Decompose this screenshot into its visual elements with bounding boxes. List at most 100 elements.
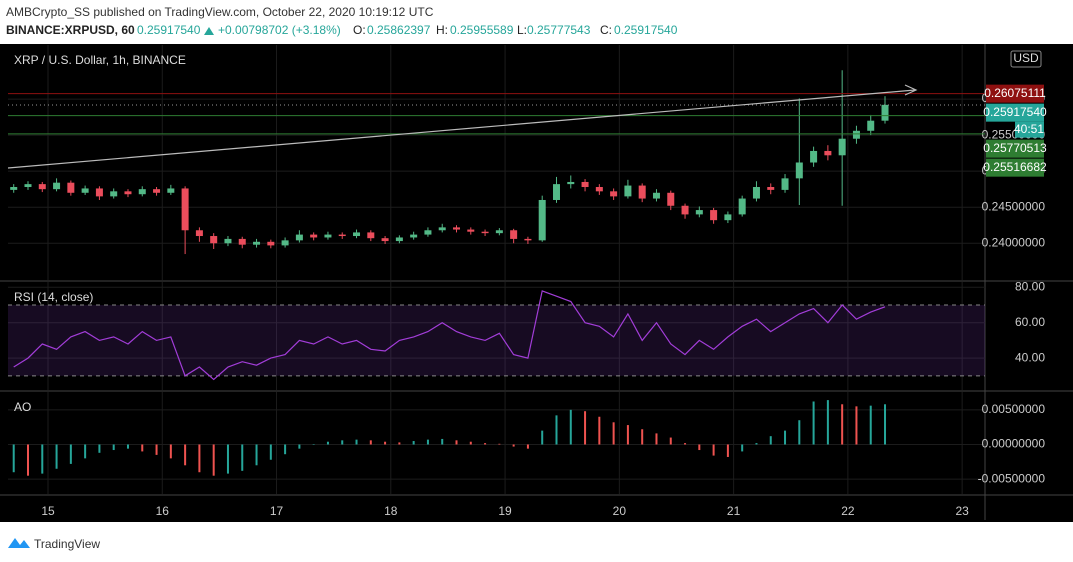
ao-bar bbox=[755, 443, 758, 445]
x-tick-label: 16 bbox=[156, 504, 170, 518]
ao-bar bbox=[669, 437, 672, 445]
candle-body bbox=[738, 198, 746, 215]
candle-body bbox=[324, 234, 332, 238]
price-label: 0.26075111 bbox=[984, 86, 1046, 100]
ao-bar bbox=[869, 405, 872, 445]
x-tick-label: 22 bbox=[841, 504, 855, 518]
ao-bar bbox=[269, 444, 272, 460]
x-tick-label: 17 bbox=[270, 504, 284, 518]
ao-bar bbox=[784, 430, 787, 445]
ohlc-key: H: bbox=[436, 23, 448, 37]
ao-bar bbox=[498, 443, 501, 445]
candle-body bbox=[767, 187, 775, 190]
ohlc-value: 0.25917540 bbox=[614, 23, 678, 37]
candle-body bbox=[510, 230, 518, 239]
x-tick-label: 21 bbox=[727, 504, 741, 518]
candle-body bbox=[781, 178, 789, 190]
ao-bar bbox=[369, 440, 372, 445]
candle-body bbox=[867, 120, 875, 131]
candle-body bbox=[524, 238, 532, 241]
price-label: 0.25917540 bbox=[983, 105, 1047, 119]
price-label-box bbox=[986, 84, 1044, 103]
candle-body bbox=[138, 189, 146, 195]
candle-body bbox=[53, 182, 61, 190]
ao-bar bbox=[655, 433, 658, 445]
candle-body bbox=[38, 184, 46, 190]
ao-bar bbox=[226, 444, 229, 474]
rsi-line bbox=[13, 290, 886, 381]
candle-body bbox=[681, 205, 689, 215]
logo bbox=[8, 538, 30, 548]
y-tick-label: 0.24000000 bbox=[982, 235, 1046, 249]
y-tick-label: 60.00 bbox=[1015, 315, 1045, 329]
countdown: 40:51 bbox=[1014, 122, 1044, 136]
candle-body bbox=[438, 227, 446, 231]
ao-bar bbox=[526, 444, 529, 449]
ao-bar bbox=[198, 444, 201, 473]
candle-body bbox=[153, 189, 161, 193]
candle-body bbox=[224, 238, 232, 244]
candle-body bbox=[610, 191, 618, 197]
ao-bar bbox=[384, 441, 387, 445]
panes: 15 16 17 18 19 20 21 22 23 0.24000000 0.24500000 0.… bbox=[0, 44, 1073, 520]
ao-bar bbox=[241, 444, 244, 471]
ao-bar bbox=[398, 442, 401, 445]
candle-body bbox=[195, 230, 203, 237]
ao-bar bbox=[255, 444, 258, 466]
y-tick-label: -0.00500000 bbox=[978, 471, 1046, 485]
x-tick-label: 19 bbox=[498, 504, 512, 518]
ao-bar bbox=[184, 444, 187, 466]
candle-body bbox=[752, 187, 760, 199]
candle-body bbox=[295, 234, 303, 241]
ao-bar bbox=[584, 411, 587, 445]
ao-bar bbox=[98, 444, 101, 453]
candle-body bbox=[824, 150, 832, 156]
price-label-box bbox=[986, 158, 1044, 177]
ao-bar bbox=[612, 422, 615, 445]
candle-body bbox=[567, 181, 575, 185]
ao-bar bbox=[841, 404, 844, 445]
candle-body bbox=[124, 191, 132, 195]
x-tick-label: 18 bbox=[384, 504, 398, 518]
ao-bar bbox=[726, 444, 729, 457]
candle-body bbox=[667, 192, 675, 206]
candle-body bbox=[210, 236, 218, 244]
ao-bar bbox=[641, 429, 644, 445]
candle-body bbox=[595, 187, 603, 192]
ao-bar bbox=[698, 444, 701, 451]
y-tick-label: 40.00 bbox=[1015, 350, 1045, 364]
ao-bar bbox=[541, 430, 544, 445]
ao-bar bbox=[712, 444, 715, 456]
candle-body bbox=[253, 241, 261, 245]
candle-body bbox=[453, 227, 461, 230]
candle-body bbox=[724, 214, 732, 221]
candle-body bbox=[552, 184, 560, 200]
ao-bar bbox=[284, 444, 287, 455]
ao-bar bbox=[84, 444, 87, 459]
candle-body bbox=[367, 232, 375, 239]
candle-body bbox=[638, 185, 646, 199]
candle-body bbox=[281, 240, 289, 246]
candle-body bbox=[395, 237, 403, 242]
pane-title: XRP / U.S. Dollar, 1h, BINANCE bbox=[14, 53, 186, 67]
price-label-box bbox=[986, 139, 1044, 158]
ao-bar bbox=[484, 443, 487, 445]
ao-bar bbox=[855, 406, 858, 445]
candle-body bbox=[310, 234, 318, 238]
ao-bar bbox=[884, 404, 887, 445]
ao-bar bbox=[569, 409, 572, 445]
ao-bar bbox=[312, 444, 315, 445]
candle-body bbox=[538, 199, 546, 241]
ohlc-key: C: bbox=[600, 23, 612, 37]
candle-body bbox=[810, 150, 818, 163]
candle-body bbox=[495, 230, 503, 234]
candle-body bbox=[10, 187, 18, 190]
ao-bar bbox=[798, 420, 801, 445]
pane-title: RSI (14, close) bbox=[14, 290, 93, 304]
candle-body bbox=[24, 184, 32, 188]
ao-bar bbox=[12, 444, 15, 473]
candle-body bbox=[353, 232, 361, 237]
ao-bar bbox=[26, 444, 29, 476]
y-tick-label: 0.00000000 bbox=[982, 437, 1046, 451]
